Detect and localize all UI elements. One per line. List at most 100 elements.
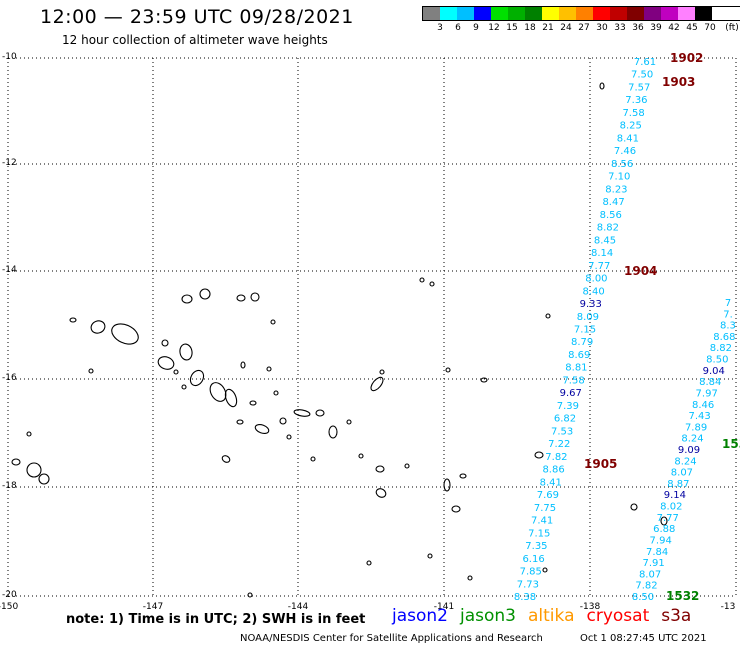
track-a-wave-height: 8.45 [594, 235, 616, 246]
track-b-wave-height: 7. [723, 309, 733, 320]
track-a-wave-height: 7.15 [574, 325, 596, 336]
track-a-wave-height: 8.82 [597, 223, 619, 234]
legend-value: 9 [473, 23, 479, 33]
y-tick-label: -18 [2, 481, 17, 491]
legend-swatch [542, 7, 559, 20]
track-b-wave-height: 8.50 [632, 592, 654, 603]
track-a-wave-height: 7.61 [634, 57, 656, 68]
y-tick-label: -16 [2, 373, 17, 383]
legend-swatch [457, 7, 474, 20]
track-a-wave-height: 8.14 [591, 248, 613, 259]
altimeter-track-a: 7.617.507.577.367.588.258.417.468.567.10… [514, 57, 656, 603]
track-b-wave-height: 8.50 [706, 355, 728, 366]
legend-swatch [678, 7, 695, 20]
satellite-name: cryosat [586, 606, 650, 626]
track-a-wave-height: 7.85 [520, 567, 542, 578]
track-time-label: 1905 [584, 457, 617, 471]
track-b-wave-height: 8.87 [667, 479, 689, 490]
legend-swatch [576, 7, 593, 20]
track-a-wave-height: 7.82 [545, 452, 567, 463]
track-a-wave-height: 6.16 [522, 554, 544, 565]
legend-color-bar [422, 6, 740, 21]
track-a-wave-height: 7.46 [614, 146, 636, 157]
track-a-wave-height: 8.38 [514, 592, 536, 603]
x-tick-label: -144 [287, 602, 309, 612]
track-a-wave-height: 8.23 [605, 184, 627, 195]
track-a-wave-height: 8.25 [620, 121, 642, 132]
track-a-wave-height: 7.77 [588, 261, 610, 272]
legend-swatch [508, 7, 525, 20]
track-a-wave-height: 8.41 [617, 133, 639, 144]
legend-value: 36 [632, 23, 644, 33]
track-a-wave-height: 7.58 [622, 108, 644, 119]
track-a-wave-height: 7.53 [551, 426, 573, 437]
track-a-wave-height: 8.09 [577, 312, 599, 323]
x-tick-label: -13 [720, 602, 736, 612]
legend-value: 39 [650, 23, 662, 33]
legend-swatch [559, 7, 576, 20]
islands [11, 82, 668, 598]
track-time-label: 1902 [670, 51, 703, 65]
legend-value: 18 [524, 23, 536, 33]
track-a-wave-height: 8.56 [600, 210, 622, 221]
track-a-wave-height: 7.39 [557, 401, 579, 412]
x-tick-label: -138 [579, 602, 601, 612]
track-a-wave-height: 7.36 [625, 95, 647, 106]
track-b-wave-height: 8.07 [671, 468, 693, 479]
track-b-wave-height: 6.88 [653, 524, 675, 535]
x-tick-label: -141 [433, 602, 455, 612]
track-time-labels: 1902 1903 1904 1905 153 1532 [584, 51, 740, 603]
track-a-wave-height: 8.79 [571, 337, 593, 348]
track-b-wave-height: 7.91 [642, 558, 664, 569]
legend-swatch [610, 7, 627, 20]
track-b-wave-height: 7.82 [635, 581, 657, 592]
legend-swatch [525, 7, 542, 20]
satellite-name: jason2 [392, 606, 448, 626]
track-b-wave-height: 8.82 [710, 343, 732, 354]
track-a-wave-height: 8.47 [602, 197, 624, 208]
legend-value: 24 [560, 23, 572, 33]
legend-value: 45 [686, 23, 698, 33]
legend-swatch [627, 7, 644, 20]
track-a-wave-height: 8.40 [582, 286, 604, 297]
track-a-wave-height: 7.35 [525, 541, 547, 552]
track-a-wave-height: 7.69 [537, 490, 559, 501]
legend-value: 33 [614, 23, 626, 33]
track-b-wave-height: 9.09 [678, 445, 700, 456]
track-a-wave-height: 8.81 [565, 363, 587, 374]
color-legend: 3 6 9 12 15 18 21 24 27 30 33 36 39 42 45 70 (ft) [422, 6, 740, 33]
track-a-wave-height: 8.86 [542, 465, 564, 476]
track-b-wave-height: 8.68 [713, 332, 735, 343]
legend-value: 6 [455, 23, 461, 33]
satellite-name: jason3 [460, 606, 516, 626]
track-a-wave-height: 6.82 [554, 414, 576, 425]
track-a-wave-height: 9.33 [580, 299, 602, 310]
y-tick-label: -20 [2, 590, 17, 600]
track-b-wave-height: 8.3 [720, 321, 736, 332]
track-b-wave-height: 7.97 [696, 388, 718, 399]
legend-swatch [695, 7, 712, 20]
legend-swatch [644, 7, 661, 20]
track-b-wave-height: 7.43 [688, 411, 710, 422]
legend-swatch [423, 7, 440, 20]
track-b-wave-height: 9.04 [703, 366, 725, 377]
track-time-label: 1903 [662, 75, 695, 89]
track-b-wave-height: 8.84 [699, 377, 721, 388]
track-b-wave-height: 7.84 [646, 547, 668, 558]
track-a-wave-height: 7.15 [528, 528, 550, 539]
legend-value: 42 [668, 23, 680, 33]
x-tick-label: -150 [0, 602, 19, 612]
y-tick-label: -10 [2, 52, 17, 62]
grid-lines [7, 57, 737, 597]
track-a-wave-height: 8.69 [568, 350, 590, 361]
track-a-wave-height: 8.41 [540, 477, 562, 488]
legend-labels: 3 6 9 12 15 18 21 24 27 30 33 36 39 42 45 70 (ft) [422, 21, 740, 33]
track-a-wave-height: 9.67 [560, 388, 582, 399]
legend-value: 12 [488, 23, 500, 33]
track-b-wave-height: 8.46 [692, 400, 714, 411]
track-a-wave-height: 8.56 [611, 159, 633, 170]
y-tick-label: -14 [2, 265, 17, 275]
track-a-wave-height: 7.75 [534, 503, 556, 514]
track-b-wave-height: 8.24 [674, 456, 696, 467]
